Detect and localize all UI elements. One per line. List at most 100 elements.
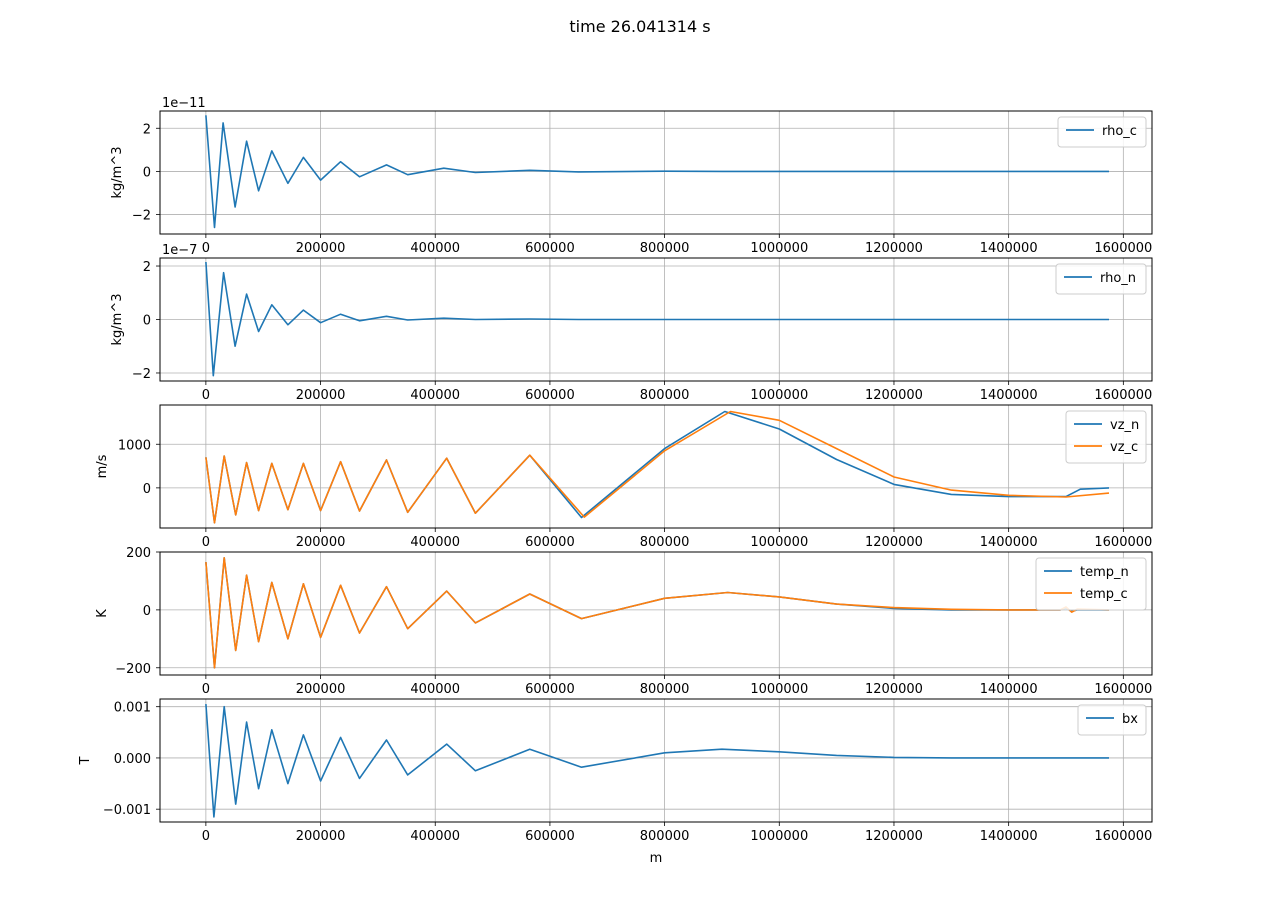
- legend-box: [1077, 704, 1147, 736]
- series-line-rho_c: [205, 115, 1109, 229]
- x-tick-label: 1200000: [865, 535, 923, 550]
- x-tick-label: 800000: [640, 241, 690, 256]
- axes-frame: [159, 551, 1153, 676]
- x-tick-label: 1600000: [1094, 829, 1152, 844]
- subplot-1: 0 200000 400000 600000 800000 1000000 1200000 1…: [110, 96, 1153, 256]
- y-offset-text: 1e−11: [162, 96, 206, 111]
- x-tick-label: 0: [202, 241, 210, 256]
- x-tick-label: 200000: [296, 829, 346, 844]
- x-tick-label: 1000000: [750, 829, 808, 844]
- legend-label: rho_n: [1100, 271, 1136, 286]
- y-tick-label: 2: [143, 122, 151, 137]
- axes-frame: [159, 698, 1153, 823]
- y-offset-text: 1e−7: [162, 243, 197, 258]
- legend-label: rho_c: [1102, 124, 1137, 139]
- y-tick-label: −0.001: [103, 803, 151, 818]
- series-line-temp_n: [205, 556, 1109, 669]
- legend: rho_n: [1055, 263, 1147, 295]
- y-tick-label: 0: [143, 314, 151, 329]
- y-axis-label: kg/m^3: [110, 147, 125, 199]
- x-tick-label: 1600000: [1094, 535, 1152, 550]
- x-tick-label: 0: [202, 682, 210, 697]
- x-tick-label: 200000: [296, 241, 346, 256]
- axes-frame: [159, 110, 1153, 235]
- x-tick-label: 600000: [525, 388, 575, 403]
- x-tick-label: 1000000: [750, 682, 808, 697]
- x-tick-label: 1400000: [980, 535, 1038, 550]
- y-tick-label: 2: [143, 260, 151, 275]
- y-tick-label: 0: [143, 604, 151, 619]
- subplot-5: 0 200000 400000 600000 800000 1000000 1200000 1…: [78, 698, 1153, 844]
- axes-frame: [159, 404, 1153, 529]
- legend: rho_c: [1057, 116, 1147, 148]
- y-tick-label: −2: [132, 367, 151, 382]
- x-tick-label: 400000: [410, 241, 460, 256]
- legend-label: vz_n: [1110, 418, 1139, 433]
- series-line-bx: [205, 704, 1109, 818]
- x-tick-label: 1400000: [980, 388, 1038, 403]
- x-tick-label: 1400000: [980, 682, 1038, 697]
- y-tick-label: 200: [126, 546, 151, 561]
- x-tick-label: 1400000: [980, 829, 1038, 844]
- x-tick-label: 400000: [410, 829, 460, 844]
- x-tick-label: 600000: [525, 535, 575, 550]
- x-tick-label: 1000000: [750, 535, 808, 550]
- x-tick-label: 600000: [525, 829, 575, 844]
- x-tick-label: 800000: [640, 829, 690, 844]
- y-tick-label: 0: [143, 165, 151, 180]
- x-tick-label: 800000: [640, 388, 690, 403]
- legend: temp_n temp_c: [1035, 557, 1147, 611]
- y-axis-label: kg/m^3: [110, 294, 125, 346]
- x-tick-label: 400000: [410, 388, 460, 403]
- subplot-4: 0 200000 400000 600000 800000 1000000 1200000 1…: [95, 546, 1153, 697]
- x-axis-label: m: [650, 851, 663, 866]
- legend-label: temp_n: [1080, 565, 1129, 580]
- legend-box: [1057, 116, 1147, 148]
- series-line-vz_c: [205, 410, 1110, 524]
- legend-label: temp_c: [1080, 587, 1128, 602]
- x-tick-label: 1600000: [1094, 682, 1152, 697]
- x-tick-label: 1600000: [1094, 241, 1152, 256]
- x-tick-label: 0: [202, 535, 210, 550]
- x-tick-label: 600000: [525, 682, 575, 697]
- legend: vz_n vz_c: [1065, 410, 1147, 464]
- x-tick-label: 1400000: [980, 241, 1038, 256]
- legend: bx: [1077, 704, 1147, 736]
- x-tick-label: 1200000: [865, 682, 923, 697]
- y-axis-label: T: [78, 756, 93, 765]
- x-tick-label: 200000: [296, 682, 346, 697]
- x-tick-label: 200000: [296, 388, 346, 403]
- x-tick-label: 1200000: [865, 829, 923, 844]
- x-tick-label: 1000000: [750, 241, 808, 256]
- x-tick-label: 400000: [410, 535, 460, 550]
- x-tick-label: 1600000: [1094, 388, 1152, 403]
- legend-label: vz_c: [1110, 440, 1138, 455]
- subplots: 0 200000 400000 600000 800000 1000000 1200000 1…: [78, 96, 1153, 844]
- series-line-vz_n: [205, 410, 1110, 524]
- y-axis-label: m/s: [95, 454, 110, 478]
- x-tick-label: 800000: [640, 535, 690, 550]
- x-tick-label: 0: [202, 388, 210, 403]
- x-tick-label: 1200000: [865, 241, 923, 256]
- subplot-2: 0 200000 400000 600000 800000 1000000 1200000 1…: [110, 243, 1153, 403]
- figure-title: time 26.041314 s: [569, 17, 710, 36]
- series-line-temp_c: [205, 556, 1110, 669]
- x-tick-label: 1200000: [865, 388, 923, 403]
- y-tick-label: −2: [132, 209, 151, 224]
- x-tick-label: 0: [202, 829, 210, 844]
- y-tick-label: 0.000: [114, 752, 151, 767]
- x-tick-label: 400000: [410, 682, 460, 697]
- subplot-3: 0 200000 400000 600000 800000 1000000 1200000 1…: [95, 404, 1153, 550]
- x-tick-label: 800000: [640, 682, 690, 697]
- y-tick-label: 0: [143, 482, 151, 497]
- y-axis-label: K: [95, 609, 110, 618]
- x-tick-label: 600000: [525, 241, 575, 256]
- y-tick-label: 1000: [118, 438, 151, 453]
- series-line-rho_n: [205, 261, 1109, 377]
- y-tick-label: 0.001: [114, 701, 151, 716]
- y-tick-label: −200: [115, 662, 151, 677]
- x-tick-label: 1000000: [750, 388, 808, 403]
- legend-box: [1055, 263, 1147, 295]
- legend-label: bx: [1122, 712, 1138, 727]
